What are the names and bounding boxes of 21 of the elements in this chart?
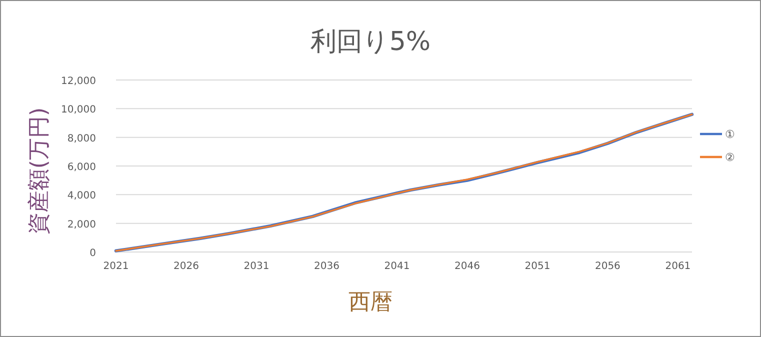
y-tick-label: 4,000 (67, 190, 96, 202)
legend-label: ① (725, 128, 735, 141)
x-tick-label: 2041 (384, 261, 410, 272)
x-tick-label: 2026 (174, 261, 199, 272)
x-axis-title: 西暦 (348, 290, 392, 315)
x-tick-label: 2051 (524, 261, 550, 272)
y-tick-label: 2,000 (67, 219, 96, 230)
x-tick-label: 2061 (665, 261, 691, 272)
x-tick-label: 2046 (454, 261, 480, 272)
x-tick-label: 2021 (103, 261, 129, 272)
y-tick-label: 6,000 (67, 162, 96, 173)
y-tick-label: 10,000 (61, 104, 96, 116)
legend-label: ② (725, 151, 735, 164)
x-tick-label: 2031 (244, 261, 270, 272)
x-tick-label: 2056 (594, 261, 620, 272)
x-tick-label: 2036 (314, 261, 340, 272)
y-tick-label: 12,000 (61, 76, 96, 87)
chart-title: 利回り5% (310, 27, 431, 57)
y-tick-label: 8,000 (67, 133, 96, 144)
y-axis-title: 資産額(万円) (27, 107, 52, 235)
y-tick-label: 0 (90, 248, 96, 259)
